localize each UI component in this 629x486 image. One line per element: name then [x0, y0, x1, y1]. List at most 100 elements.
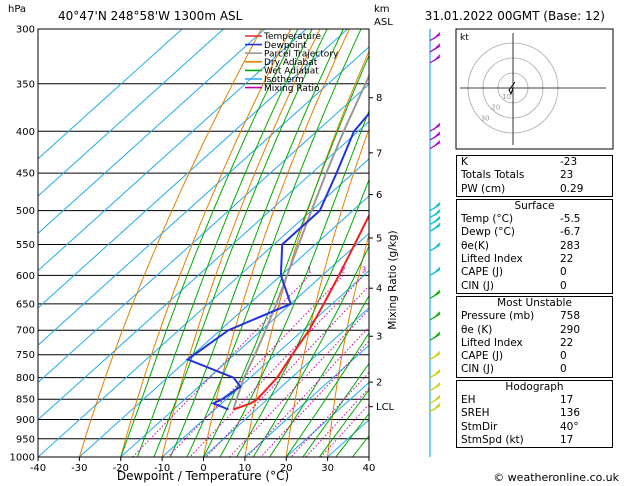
km-tick-label: 2	[376, 378, 382, 389]
surface-label: CIN (J)	[461, 279, 494, 292]
pressure-tick-label: 950	[16, 434, 35, 445]
unit-asl: ASL	[374, 17, 393, 28]
hodograph-ring-label: 20	[491, 104, 500, 112]
wet-adiabat	[318, 388, 369, 457]
hodo-row: StmDir 40°	[457, 421, 612, 434]
unstable-value: 0	[560, 350, 567, 363]
wet-adiabat	[203, 54, 369, 457]
legend-label: Dry Adiabat	[264, 58, 318, 68]
surface-title: Surface	[514, 199, 555, 212]
hodo-value: 17	[560, 433, 574, 446]
temperature-tick-label: 0	[200, 463, 206, 474]
pressure-tick-label: 800	[16, 373, 35, 384]
wind-barb-flag	[433, 266, 441, 274]
wind-barb-flag	[433, 382, 441, 390]
mixing-ratio-line	[246, 326, 369, 457]
hodo-value: 17	[560, 394, 574, 407]
index-pw: PW (cm) 0.29	[461, 182, 584, 195]
copyright: © weatheronline.co.uk	[493, 471, 619, 484]
surface-label: Temp (°C)	[461, 213, 514, 226]
temperature-line	[233, 213, 369, 411]
mixing-ratio-line	[167, 275, 344, 457]
hodo-row: StmSpd (kt) 17	[457, 434, 612, 447]
unstable-value: 290	[560, 323, 581, 336]
mixing-ratio-label: 3	[362, 265, 367, 274]
most-unstable-box: Most Unstable Pressure (mb) 758 θe (K) 290 L…	[456, 295, 613, 378]
surface-row: CIN (J) 0	[457, 280, 612, 293]
unstable-label: θe (K)	[461, 323, 493, 336]
km-tick-label: 6	[376, 190, 382, 201]
surface-value: 22	[560, 253, 574, 266]
isotherm	[38, 29, 266, 235]
wind-barb-flag	[433, 222, 441, 230]
isotherm	[38, 29, 183, 160]
hodograph-title: Hodograph	[505, 380, 564, 393]
isotherm	[244, 344, 369, 457]
hodo-label: EH	[461, 394, 476, 407]
surface-row: Temp (°C) -5.5	[457, 213, 612, 226]
wind-barb-flag	[433, 311, 441, 319]
unstable-row: CIN (J) 0	[457, 363, 612, 376]
mixing-ratio-line	[305, 387, 369, 457]
wind-barb-flag	[433, 394, 441, 402]
legend-label: Parcel Trajectory	[264, 49, 339, 59]
hodo-label: StmSpd (kt)	[461, 433, 524, 446]
wind-barb-flag	[433, 209, 441, 217]
isotherm	[203, 307, 369, 457]
unstable-row: Lifted Index 22	[457, 337, 612, 350]
pressure-tick-label: 600	[16, 271, 35, 282]
unstable-label: CAPE (J)	[461, 350, 504, 363]
km-tick-label: 5	[376, 233, 382, 244]
surface-row: CAPE (J) 0	[457, 266, 612, 279]
dry-adiabat	[78, 29, 262, 457]
dry-adiabat	[368, 449, 369, 457]
mixing-ratio-line	[260, 340, 369, 457]
wind-barb-flag	[433, 369, 441, 377]
isotherm	[38, 29, 307, 272]
wind-barb-flag	[433, 202, 441, 210]
surface-label: Dewp (°C)	[461, 226, 515, 239]
hodo-label: SREH	[461, 407, 490, 420]
mixing-ratio-label: 1	[307, 265, 312, 274]
pressure-tick-label: 1000	[10, 453, 35, 464]
wet-adiabat	[186, 29, 362, 457]
wet-adiabat	[302, 362, 369, 457]
surface-label: θe(K)	[461, 239, 489, 252]
surface-row: Lifted Index 22	[457, 253, 612, 266]
surface-row: θe(K) 283	[457, 240, 612, 253]
legend-label: Temperature	[263, 32, 321, 42]
hodo-label: StmDir	[461, 420, 498, 433]
hodo-row: SREH 136	[457, 407, 612, 420]
temperature-tick-label: 10	[239, 463, 252, 474]
wet-adiabat	[252, 244, 369, 457]
wind-barb-flag	[433, 403, 441, 410]
pressure-tick-label: 850	[16, 395, 35, 406]
legend-label: Isotherm	[264, 75, 304, 85]
unit-km: km	[374, 4, 390, 15]
surface-row: Dewp (°C) -6.7	[457, 226, 612, 239]
pressure-tick-label: 550	[16, 240, 35, 251]
legend-label: Wet Adiabat	[264, 67, 319, 77]
pressure-tick-label: 400	[16, 127, 35, 138]
hodo-value: 40°	[560, 420, 579, 433]
index-k: K -23	[461, 156, 578, 168]
km-tick-label: 8	[376, 93, 382, 104]
wind-barb-flag	[433, 43, 441, 51]
hodo-value: 136	[560, 407, 581, 420]
wind-barb-flag	[433, 242, 441, 250]
surface-box: Surface Temp (°C) -5.5 Dewp (°C) -6.7 θe(K) 2…	[456, 198, 613, 294]
temperature-tick-label: -40	[30, 463, 46, 474]
surface-label: Lifted Index	[461, 253, 523, 266]
isotherm	[38, 46, 369, 346]
mixing-ratio-line	[290, 371, 369, 457]
unstable-value: 758	[560, 310, 581, 323]
wind-barb-flag	[433, 54, 441, 62]
wind-barb-flag	[433, 289, 441, 297]
temperature-tick-label: 30	[321, 463, 334, 474]
mixing-ratio-line	[132, 275, 311, 457]
location-title: 40°47'N 248°58'W 1300m ASL	[58, 9, 243, 23]
valid-time: 31.01.2022 00GMT (Base: 12)	[425, 9, 605, 23]
